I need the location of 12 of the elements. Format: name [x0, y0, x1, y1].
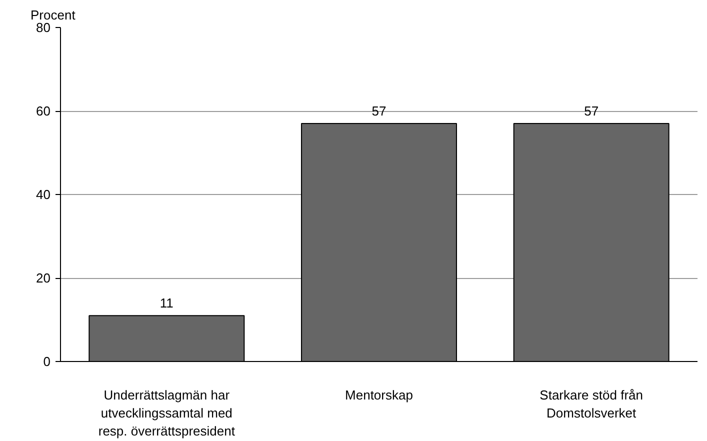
y-axis-title: Procent: [30, 8, 76, 22]
y-tick-label: 60: [36, 104, 51, 118]
y-tick-label: 40: [36, 187, 51, 202]
y-tick-label: 80: [36, 20, 51, 35]
y-tick-label: 20: [36, 270, 51, 286]
x-tick-label: Underrättslagmän har utvecklingssamtal med resp. överrättspresident: [98, 388, 236, 438]
data-label: 57: [372, 104, 386, 119]
data-label: 11: [160, 296, 174, 311]
y-tick-label: 0: [43, 354, 51, 369]
x-tick-label: Mentorskap: [345, 388, 413, 402]
data-label: 57: [584, 104, 599, 119]
x-tick-label: Starkare stöd från Domstolsverket: [540, 388, 643, 420]
